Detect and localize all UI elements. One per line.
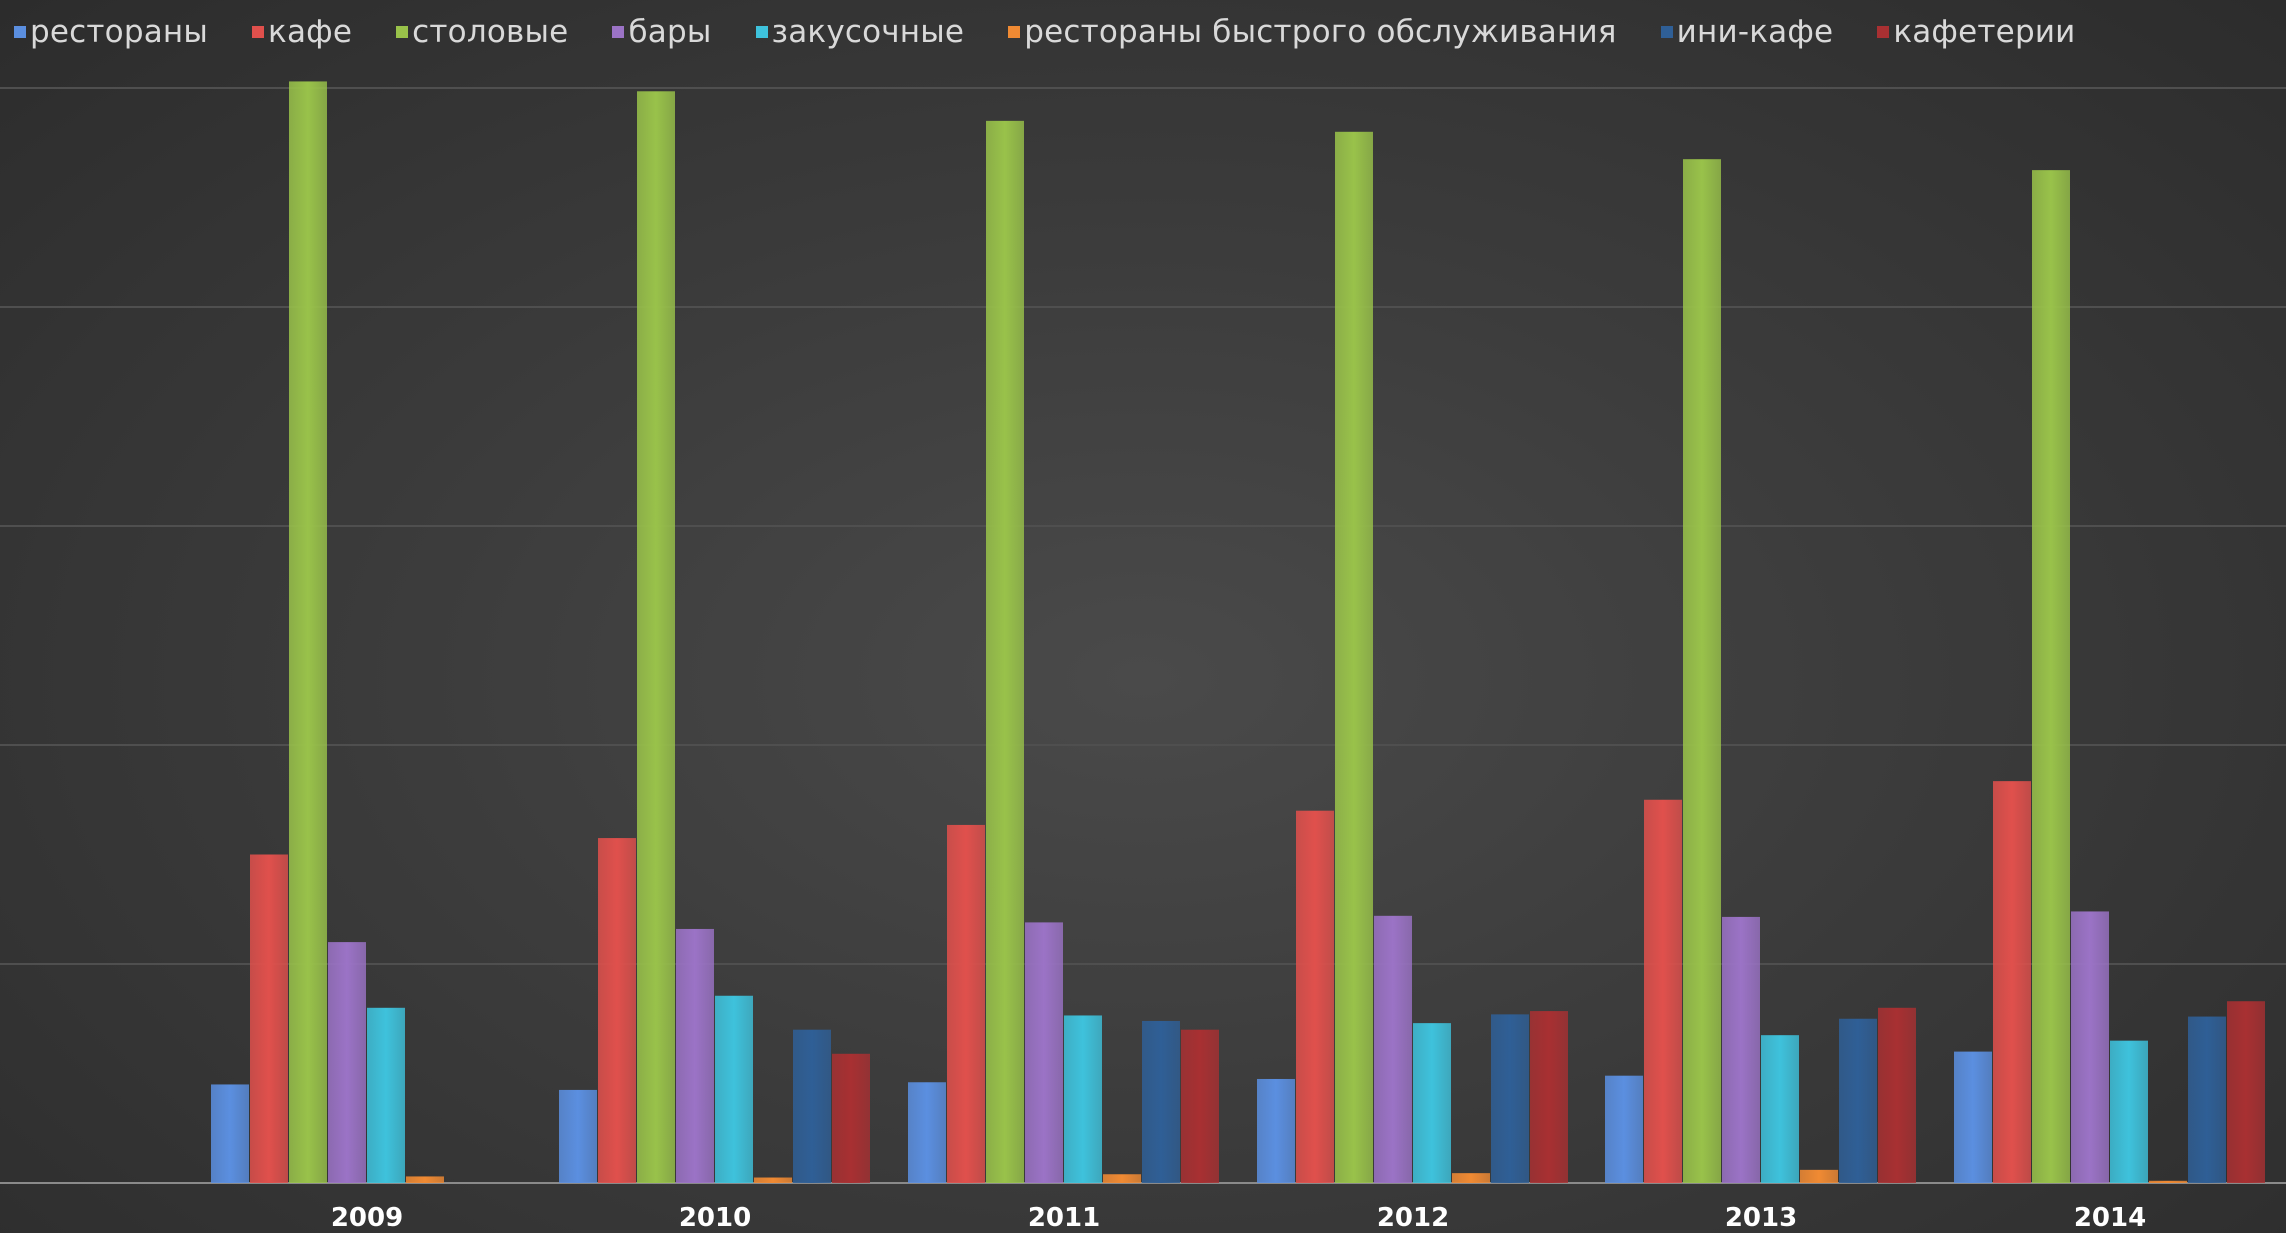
legend-item: рестораны [14,14,208,50]
bar [1605,1075,1643,1183]
bar [559,1089,597,1183]
bar [1530,1011,1568,1183]
legend-swatch [1008,26,1021,38]
bar [986,120,1024,1184]
bar [367,1007,405,1183]
bar [1761,1035,1799,1183]
bar [1839,1018,1877,1183]
legend-label: рестораны [30,14,209,50]
bar [832,1053,870,1183]
x-tick-label: 2010 [679,1203,751,1233]
bar [1064,1015,1102,1183]
bar [289,81,327,1183]
bar [1644,799,1682,1183]
bar [250,854,288,1183]
bar [637,91,675,1183]
bar [1181,1029,1219,1183]
legend-label: бары [628,14,712,50]
bar [947,824,985,1183]
bar [211,1084,249,1183]
legend-item: столовые [396,14,568,50]
bar [2110,1040,2148,1183]
bar [1491,1014,1529,1183]
bar [1335,131,1373,1183]
legend-item: кафе [252,14,352,50]
legend-label: столовые [412,14,569,50]
bar [1142,1020,1180,1183]
bar [1993,781,2031,1183]
x-tick-label: 2009 [331,1203,403,1233]
legend-item: бары [612,14,711,50]
bar [1374,915,1412,1183]
legend-item: рестораны быстрого обслуживания [1008,14,1616,50]
legend-label: кафе [268,14,353,50]
legend-item: кафетерии [1877,14,2075,50]
bar [1722,916,1760,1183]
bar [598,838,636,1183]
legend-swatch [1660,26,1673,38]
bar [1413,1023,1451,1183]
x-tick-label: 2011 [1028,1203,1100,1233]
legend-item: ини-кафе [1660,14,1834,50]
legend-swatch [396,26,409,38]
bar [676,928,714,1183]
bar [1878,1007,1916,1183]
bar [1800,1169,1838,1183]
bar [2188,1016,2226,1183]
bar [2227,1001,2265,1183]
bar [715,995,753,1183]
legend-swatch [755,26,768,38]
bar [908,1082,946,1183]
legend-label: ини-кафе [1676,14,1834,50]
legend-swatch [1877,26,1890,38]
x-tick-label: 2013 [1725,1203,1797,1233]
bar [2071,911,2109,1183]
bar [793,1029,831,1183]
bar [406,1176,444,1183]
bar [1683,159,1721,1184]
legend-item: закусочные [755,14,965,50]
bar [1296,810,1334,1183]
bar [1257,1078,1295,1183]
bar [2149,1180,2187,1183]
legend: рестораны кафе столовые бары закусочные ресто… [14,8,2120,56]
x-tick-label: 2014 [2074,1203,2146,1233]
legend-label: рестораны быстрого обслуживания [1024,14,1617,50]
bar [2032,170,2070,1183]
legend-swatch [612,26,625,38]
bar [1954,1051,1992,1183]
bar [754,1177,792,1183]
bar [1025,922,1063,1183]
legend-label: закусочные [771,14,965,50]
legend-label: кафетерии [1893,14,2076,50]
bar [328,942,366,1183]
legend-swatch [14,26,26,38]
legend-swatch [252,26,265,38]
x-tick-label: 2012 [1377,1203,1449,1233]
bar [1103,1174,1141,1183]
bar [1452,1173,1490,1183]
